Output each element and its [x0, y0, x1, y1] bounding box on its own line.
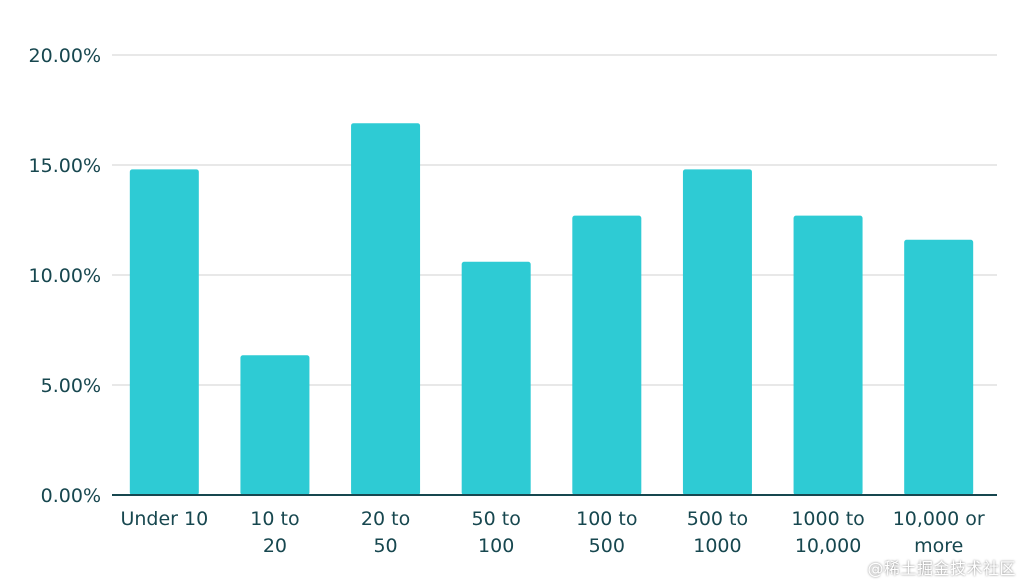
x-tick-label: 1000 to 10,000 [791, 508, 864, 557]
bar [351, 123, 421, 495]
x-tick-labels: Under 10 10 to 20 20 to 50 50 to 100 100 to 500 5… [120, 508, 984, 557]
x-tick-label: 100 to 500 [576, 508, 637, 557]
x-tick-label: 10 to 20 [250, 508, 299, 557]
bars [129, 123, 974, 495]
grid-lines [112, 54, 997, 386]
x-tick-label: Under 10 [120, 508, 208, 530]
y-tick-label: 20.00% [29, 45, 101, 67]
y-tick-label: 5.00% [41, 375, 101, 397]
y-tick-labels: 0.00% 5.00% 10.00% 15.00% 20.00% [29, 45, 101, 507]
bar [904, 239, 974, 495]
watermark-text: @稀土掘金技术社区 [867, 559, 1016, 578]
bar [572, 215, 642, 495]
x-tick-label: 10,000 or more [893, 508, 985, 557]
bar [793, 215, 863, 495]
x-tick-label: 500 to 1000 [687, 508, 748, 557]
bar [240, 355, 310, 495]
bar [682, 169, 752, 495]
bar [129, 169, 199, 495]
y-tick-label: 0.00% [41, 485, 101, 507]
y-tick-label: 15.00% [29, 155, 101, 177]
x-tick-label: 50 to 100 [472, 508, 521, 557]
y-tick-label: 10.00% [29, 265, 101, 287]
x-tick-label: 20 to 50 [361, 508, 410, 557]
bar [461, 261, 531, 495]
